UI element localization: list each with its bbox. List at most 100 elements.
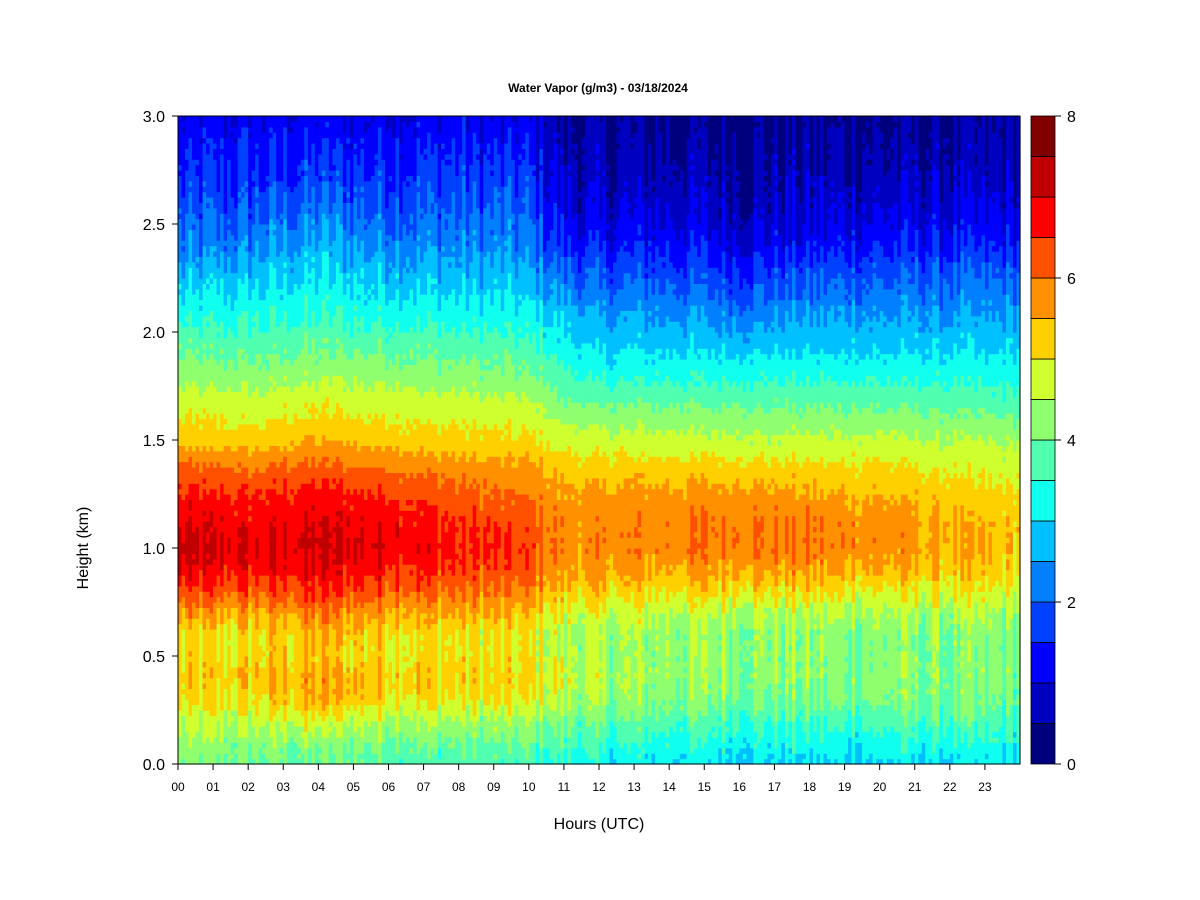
- heatmap-cell: [231, 553, 235, 559]
- heatmap-cell: [245, 505, 249, 511]
- heatmap-cell: [238, 359, 242, 365]
- heatmap-cell: [227, 127, 231, 133]
- heatmap-cell: [322, 661, 326, 667]
- heatmap-cell: [308, 742, 312, 748]
- heatmap-cell: [192, 591, 196, 597]
- heatmap-cell: [259, 435, 263, 441]
- heatmap-cell: [192, 381, 196, 387]
- heatmap-cell: [213, 364, 217, 370]
- heatmap-cell: [259, 753, 263, 759]
- heatmap-cell: [252, 424, 256, 430]
- heatmap-cell: [203, 143, 207, 149]
- heatmap-cell: [241, 300, 245, 306]
- heatmap-cell: [245, 732, 249, 738]
- heatmap-cell: [283, 726, 287, 732]
- heatmap-cell: [315, 300, 319, 306]
- heatmap-cell: [185, 424, 189, 430]
- heatmap-cell: [199, 634, 203, 640]
- heatmap-cell: [290, 121, 294, 127]
- heatmap-cell: [269, 494, 273, 500]
- heatmap-cell: [273, 127, 277, 133]
- heatmap-cell: [294, 489, 298, 495]
- heatmap-cell: [266, 543, 270, 549]
- heatmap-cell: [259, 505, 263, 511]
- heatmap-cell: [297, 154, 301, 160]
- heatmap-cell: [203, 132, 207, 138]
- heatmap-cell: [297, 278, 301, 284]
- heatmap-cell: [234, 640, 238, 646]
- heatmap-cell: [210, 143, 214, 149]
- heatmap-cell: [248, 240, 252, 246]
- heatmap-cell: [311, 148, 315, 154]
- heatmap-cell: [318, 597, 322, 603]
- heatmap-cell: [245, 516, 249, 522]
- heatmap-cell: [273, 651, 277, 657]
- heatmap-cell: [217, 143, 221, 149]
- heatmap-cell: [227, 505, 231, 511]
- heatmap-cell: [308, 408, 312, 414]
- heatmap-cell: [318, 181, 322, 187]
- heatmap-cell: [241, 181, 245, 187]
- heatmap-cell: [231, 283, 235, 289]
- heatmap-cell: [217, 240, 221, 246]
- heatmap-cell: [311, 267, 315, 273]
- heatmap-cell: [238, 661, 242, 667]
- heatmap-cell: [252, 413, 256, 419]
- heatmap-cell: [213, 499, 217, 505]
- heatmap-cell: [224, 715, 228, 721]
- heatmap-cell: [199, 732, 203, 738]
- heatmap-cell: [262, 224, 266, 230]
- heatmap-cell: [315, 586, 319, 592]
- heatmap-cell: [266, 305, 270, 311]
- heatmap-cell: [248, 181, 252, 187]
- heatmap-cell: [213, 418, 217, 424]
- heatmap-cell: [301, 672, 305, 678]
- heatmap-cell: [273, 656, 277, 662]
- heatmap-cell: [252, 354, 256, 360]
- heatmap-cell: [283, 748, 287, 754]
- heatmap-cell: [227, 289, 231, 295]
- heatmap-cell: [283, 651, 287, 657]
- heatmap-cell: [238, 591, 242, 597]
- heatmap-cell: [308, 618, 312, 624]
- heatmap-cell: [210, 229, 214, 235]
- heatmap-cell: [297, 737, 301, 743]
- heatmap-cell: [297, 327, 301, 333]
- heatmap-cell: [297, 386, 301, 392]
- heatmap-cell: [311, 343, 315, 349]
- heatmap-cell: [231, 251, 235, 257]
- heatmap-cell: [311, 467, 315, 473]
- heatmap-cell: [294, 413, 298, 419]
- heatmap-cell: [273, 710, 277, 716]
- heatmap-cell: [290, 516, 294, 522]
- heatmap-cell: [220, 148, 224, 154]
- heatmap-cell: [217, 559, 221, 565]
- heatmap-cell: [189, 294, 193, 300]
- heatmap-cell: [192, 651, 196, 657]
- heatmap-cell: [308, 386, 312, 392]
- heatmap-cell: [199, 613, 203, 619]
- heatmap-cell: [241, 132, 245, 138]
- heatmap-cell: [315, 408, 319, 414]
- heatmap-cell: [238, 375, 242, 381]
- heatmap-cell: [238, 537, 242, 543]
- heatmap-cell: [192, 386, 196, 392]
- heatmap-cell: [248, 537, 252, 543]
- heatmap-cell: [189, 489, 193, 495]
- heatmap-cell: [315, 219, 319, 225]
- heatmap-cell: [206, 391, 210, 397]
- heatmap-cell: [255, 143, 259, 149]
- heatmap-cell: [311, 165, 315, 171]
- heatmap-cell: [301, 186, 305, 192]
- heatmap-cell: [311, 370, 315, 376]
- heatmap-cell: [220, 624, 224, 630]
- heatmap-cell: [213, 705, 217, 711]
- heatmap-cell: [217, 116, 221, 122]
- heatmap-cell: [266, 418, 270, 424]
- heatmap-cell: [280, 343, 284, 349]
- heatmap-cell: [287, 510, 291, 516]
- heatmap-cell: [318, 721, 322, 727]
- heatmap-cell: [241, 246, 245, 252]
- heatmap-cell: [199, 472, 203, 478]
- heatmap-cell: [178, 429, 182, 435]
